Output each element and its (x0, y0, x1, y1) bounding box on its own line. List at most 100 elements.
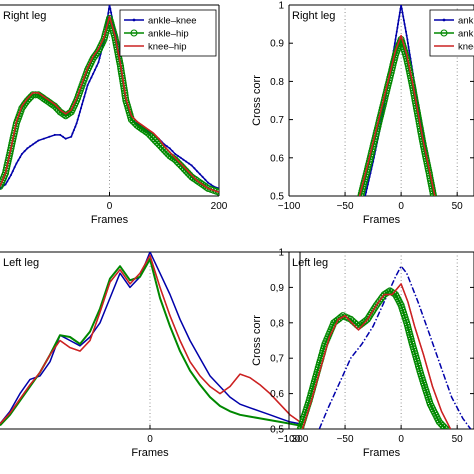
data-point (402, 15, 405, 18)
x-tick-label: −100 (278, 434, 301, 445)
data-point (184, 169, 192, 177)
data-point (98, 57, 101, 60)
y-tick-label: 0.6 (270, 153, 284, 164)
series-line-knee-hip-top (0, 15, 219, 193)
series-line-knee-hip-top (301, 283, 452, 429)
series-line-ankle-knee (0, 252, 300, 425)
data-point (90, 76, 93, 79)
data-point (168, 147, 171, 150)
series-group (296, 265, 472, 429)
data-point (405, 34, 408, 37)
chart-panel-2: −100 −50 0 50 0.5 0.6 0.7 0.8 0.9 1 Frames Cross co… (251, 1, 474, 226)
x-tick-label: −100 (278, 201, 301, 212)
data-point (403, 23, 406, 26)
data-point (198, 173, 201, 175)
data-point (31, 143, 34, 146)
data-point (53, 133, 56, 136)
data-point (204, 178, 207, 181)
data-point (97, 61, 100, 64)
data-point (83, 95, 86, 98)
data-point (109, 7, 112, 10)
data-point (153, 138, 161, 147)
data-point (182, 158, 185, 161)
data-point (364, 195, 367, 196)
data-point (78, 111, 81, 113)
data-point (81, 103, 84, 106)
legend: ankle–knee ankle–hip knee–hip (429, 9, 474, 57)
data-point (397, 19, 400, 22)
data-point (19, 156, 22, 159)
series-line-ankle-hip (359, 38, 435, 196)
data-point (93, 68, 96, 71)
data-point (51, 102, 59, 110)
data-point (23, 150, 26, 153)
data-point (11, 170, 14, 173)
data-point (10, 174, 12, 176)
data-point (190, 164, 193, 167)
x-tick-label: 50 (452, 434, 464, 445)
x-tick-label: 0 (398, 201, 404, 212)
legend-label: ankle–hip (148, 28, 189, 39)
data-point (398, 11, 401, 14)
data-point (42, 137, 45, 140)
data-point (8, 177, 11, 180)
data-point (151, 137, 159, 145)
x-tick-label: −50 (337, 201, 354, 212)
legend-marker (442, 18, 446, 22)
data-point (6, 180, 9, 183)
data-point (76, 118, 79, 121)
data-point (215, 188, 219, 196)
data-point (193, 167, 196, 170)
data-point (404, 26, 407, 29)
chart-panel-1: 0 200 Frames Right leg ankle–knee ankle–hip kn… (0, 4, 228, 226)
data-point (394, 38, 397, 41)
data-point (401, 11, 404, 14)
data-point (179, 156, 182, 159)
data-point (59, 133, 62, 136)
x-tick-label: 0 (398, 434, 404, 445)
x-axis-label: Frames (131, 447, 169, 459)
y-tick-label: 0,9 (270, 283, 284, 294)
data-point (182, 167, 190, 175)
data-point (72, 129, 75, 132)
y-axis-label: Cross corr (251, 75, 263, 126)
data-point (393, 42, 396, 45)
chart-panel-3: 0 300 Frames Left leg (0, 251, 309, 459)
data-point (366, 187, 368, 190)
data-point (166, 145, 168, 148)
series-line-knee-hip-top (0, 254, 300, 425)
y-tick-label: 1 (278, 1, 284, 12)
legend-marker (132, 18, 136, 22)
data-point (174, 153, 177, 155)
data-point (185, 160, 188, 163)
legend-label: ankle–knee (148, 15, 197, 26)
data-point (27, 93, 35, 101)
panel-label: Left leg (3, 257, 39, 269)
data-point (155, 140, 163, 148)
data-point (207, 181, 209, 184)
y-tick-label: 1 (278, 248, 284, 259)
panel-label: Right leg (292, 10, 335, 22)
data-point (407, 46, 410, 48)
data-point (366, 183, 369, 186)
data-point (442, 425, 450, 429)
data-point (25, 95, 33, 103)
y-tick-label: 0,6 (270, 389, 284, 400)
data-point (400, 5, 403, 6)
data-point (34, 141, 37, 144)
data-point (88, 80, 91, 83)
data-point (85, 88, 88, 90)
data-point (296, 425, 304, 429)
data-point (395, 30, 398, 33)
series-line-knee-hip-top (358, 34, 436, 196)
x-tick-label: 300 (292, 434, 309, 445)
series-line-ankle-knee (0, 5, 219, 190)
y-tick-label: 0,7 (270, 354, 284, 365)
data-point (80, 107, 82, 110)
legend-label: knee–hip (458, 41, 474, 52)
data-point (77, 114, 80, 117)
data-point (64, 137, 67, 140)
data-point (396, 26, 399, 29)
series-line-ankle-knee (364, 5, 436, 196)
